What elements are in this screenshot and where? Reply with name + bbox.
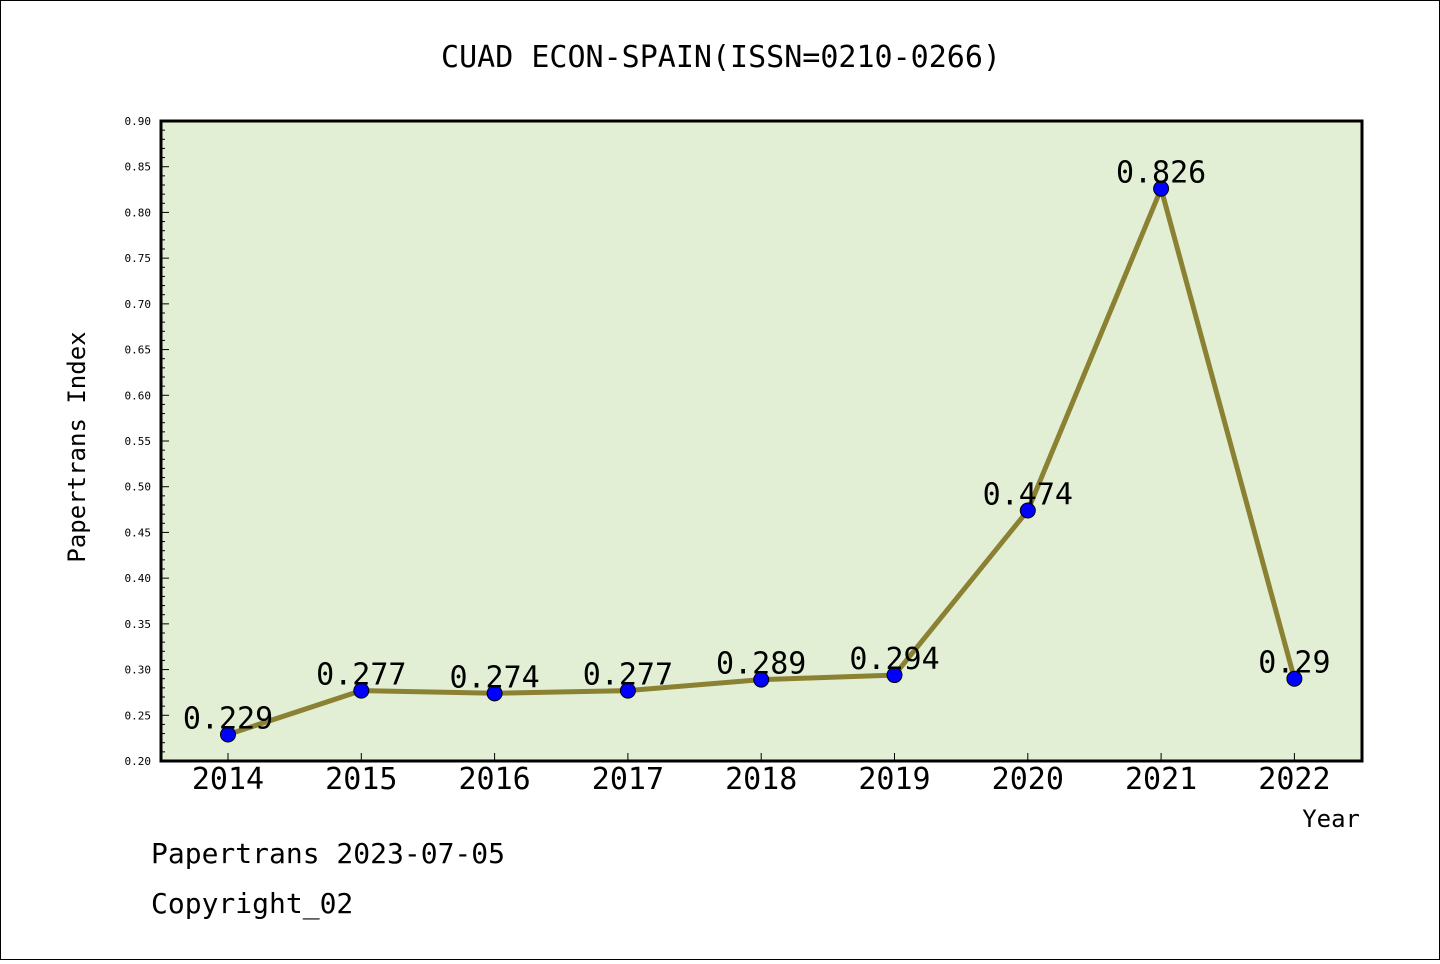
data-point [220,726,236,743]
data-label: 0.474 [983,477,1073,512]
data-point [353,682,370,699]
x-axis: 2014 2015 2016 2017 2018 2019 2020 2021 2022 [192,753,1331,797]
data-label: 0.294 [849,642,939,677]
plot-area [161,121,1362,761]
y-tick-label: 0.70 [125,298,152,311]
y-tick-label: 0.50 [125,481,152,494]
y-tick-label: 0.55 [125,435,152,448]
y-tick-label: 0.45 [125,526,152,539]
data-label: 0.289 [716,647,806,682]
data-label: 0.229 [183,701,273,736]
y-tick-label: 0.65 [125,344,152,357]
y-tick-label: 0.75 [125,252,152,265]
y-axis-label: Papertrans Index [63,331,91,562]
data-label: 0.274 [449,660,539,695]
data-label: 0.277 [316,658,406,693]
footer-copyright: Copyright_02 [151,887,354,920]
data-labels: 0.229 0.277 0.274 0.277 0.289 0.294 0.474 0.826… [183,156,1331,737]
y-tick-label: 0.20 [125,755,152,768]
data-point [1286,670,1303,687]
plot-border [159,119,1364,763]
x-tick-label: 2016 [458,762,530,797]
x-tick-label: 2017 [592,762,664,797]
data-point [753,671,770,688]
data-point [886,667,903,684]
data-point [619,682,636,699]
y-tick-label: 0.90 [125,115,152,128]
x-tick-label: 2020 [992,762,1064,797]
y-tick-label: 0.80 [125,206,152,219]
x-tick-label: 2022 [1258,762,1330,797]
data-label: 0.29 [1258,646,1330,681]
chart-title: CUAD ECON-SPAIN(ISSN=0210-0266) [441,40,1001,75]
data-point [1153,180,1170,197]
x-tick-label: 2019 [858,762,930,797]
y-tick-label: 0.30 [125,664,152,677]
data-point [1019,502,1036,519]
y-tick-label: 0.25 [125,709,152,722]
y-tick-label: 0.85 [125,161,152,174]
y-tick-label: 0.60 [125,389,152,402]
footer-date: Papertrans 2023-07-05 [151,837,506,870]
x-tick-label: 2021 [1125,762,1197,797]
data-point [486,685,503,702]
x-tick-label: 2014 [192,762,264,797]
data-label: 0.826 [1116,156,1206,191]
y-axis: 0.20 0.25 0.30 0.35 0.40 0.45 0.50 0.55 0.60 0.65… [125,115,169,768]
x-tick-label: 2015 [325,762,397,797]
x-axis-label: Year [1302,805,1360,833]
y-tick-label: 0.40 [125,572,152,585]
data-markers [220,180,1303,743]
data-label: 0.277 [583,658,673,693]
x-tick-label: 2018 [725,762,797,797]
y-tick-label: 0.35 [125,618,152,631]
